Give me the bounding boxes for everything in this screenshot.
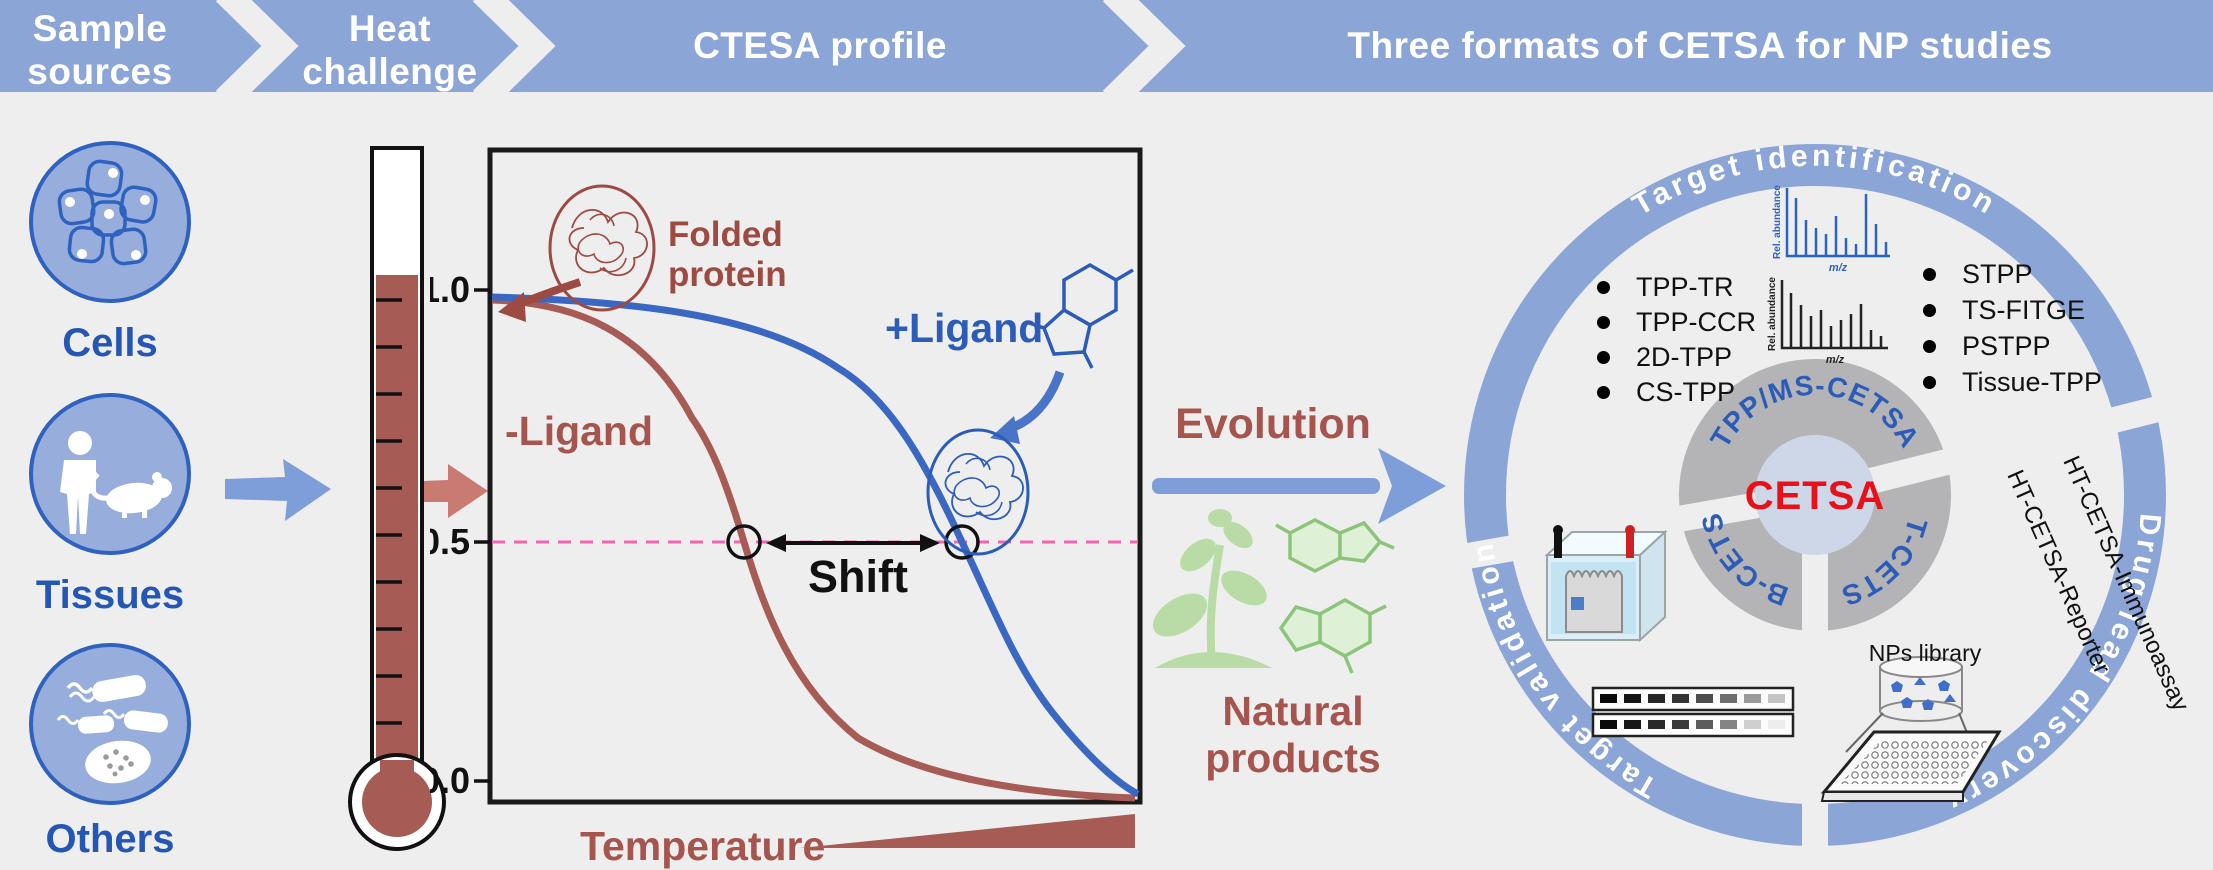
western-blot-strips-icon xyxy=(1591,686,1795,738)
folded-protein-label-line2: protein xyxy=(668,255,787,294)
list-item: TPP-CCR xyxy=(1597,305,1756,340)
banner-background xyxy=(0,0,2213,92)
y-tick-0.0: 0.0 xyxy=(430,760,470,801)
chevron-separator-icon xyxy=(472,0,556,92)
method-label: STPP xyxy=(1962,258,2033,289)
evolution-arrow-head xyxy=(1378,448,1446,524)
ligand-structure-icon xyxy=(1025,262,1134,369)
chevron-separator-icon xyxy=(1102,0,1186,92)
sample-sources-column: Cells Tissues xyxy=(29,141,191,861)
list-item: Tissue-TPP xyxy=(1923,364,2102,400)
y-axis-ticks xyxy=(474,288,490,783)
flow-arrow-blue-icon xyxy=(225,459,331,521)
evolution-label: Evolution xyxy=(1175,400,1371,448)
list-item: PSTPP xyxy=(1923,328,2102,364)
cetsa-center-label: CETSA xyxy=(1745,474,1886,518)
method-label: TPP-CCR xyxy=(1636,307,1756,337)
bullet-dot-icon xyxy=(1597,316,1610,329)
chart-frame xyxy=(487,147,1143,805)
natural-product-structure-icon xyxy=(1275,518,1395,573)
nps-library-cylinder-icon xyxy=(1845,656,1975,753)
method-label: 2D-TPP xyxy=(1636,342,1733,372)
flow-arrow-red-icon xyxy=(398,464,488,518)
thermometer-bulb-fill xyxy=(362,767,432,837)
natural-product-structure-icon xyxy=(1278,597,1387,674)
temperature-gradient-triangle-icon xyxy=(800,814,1135,848)
tissues-circle-icon xyxy=(29,393,191,555)
folded-protein-label-line1: Folded xyxy=(668,215,783,254)
tm-circle-plus-ligand xyxy=(944,524,980,560)
tissues-label: Tissues xyxy=(36,573,184,617)
cells-circle-icon xyxy=(29,141,191,303)
thermometer-icon xyxy=(348,146,446,851)
banner-step-three-formats: Three formats of CETSA for NP studies xyxy=(1347,25,2053,66)
method-label: TS-FITGE xyxy=(1962,294,2085,325)
tm-circle-minus-ligand xyxy=(726,524,762,560)
method-label: CS-TPP xyxy=(1636,377,1736,407)
melting-curve-chart: 1.0 0.5 0.0 Shift Folded protein -Ligand… xyxy=(430,147,1143,869)
list-item: TS-FITGE xyxy=(1923,292,2102,328)
method-label: PSTPP xyxy=(1962,330,2051,361)
western-blot-tank-icon xyxy=(1544,525,1668,643)
temperature-label: Temperature xyxy=(580,823,825,869)
mouse-icon xyxy=(89,472,172,518)
mass-spectrum-black-icon: Rel. abundance m/z xyxy=(1767,277,1888,366)
bullet-dot-icon xyxy=(1597,386,1610,399)
spectrum-xlabel-blue: m/z xyxy=(1829,262,1848,274)
bullet-dot-icon xyxy=(1923,267,1936,281)
method-label: TPP-TR xyxy=(1636,272,1734,302)
tpp-method-list-left: TPP-TR TPP-CCR 2D-TPP CS-TPP xyxy=(1597,270,1756,410)
plus-ligand-label: +Ligand xyxy=(885,305,1043,351)
bacteria-icon xyxy=(56,675,168,784)
banner-step-heat-challenge: Heat challenge xyxy=(302,8,478,92)
cetsa-formats-wheel: CETSA Target identification Target valid… xyxy=(1450,100,2166,853)
evolution-graphics xyxy=(1152,448,1446,674)
spectrum-ylabel-black: Rel. abundance xyxy=(1767,277,1778,351)
minus-ligand-label: -Ligand xyxy=(505,408,653,454)
nps-library-label: NPs library xyxy=(1868,640,1982,666)
thermometer-ticks xyxy=(376,298,402,725)
ligand-bound-protein-icon xyxy=(926,428,1030,556)
spectrum-xlabel-black: m/z xyxy=(1826,354,1845,366)
list-item: TPP-TR xyxy=(1597,270,1756,305)
bullet-dot-icon xyxy=(1597,351,1610,364)
microplate-icon xyxy=(1820,730,2002,802)
y-tick-0.5: 0.5 xyxy=(430,521,470,562)
banner-bar xyxy=(0,0,2213,92)
bullet-dot-icon xyxy=(1923,339,1936,353)
list-item: CS-TPP xyxy=(1597,375,1756,410)
tpp-method-list-right: STPP TS-FITGE PSTPP Tissue-TPP xyxy=(1923,256,2102,400)
y-tick-1.0: 1.0 xyxy=(430,269,470,310)
shift-label: Shift xyxy=(808,551,908,602)
chevron-separator-icon xyxy=(215,0,299,92)
banner-step-ctesa-profile: CTESA profile xyxy=(693,25,947,66)
evolution-arrow-shaft xyxy=(1152,478,1380,494)
spectrum-ylabel-blue: Rel. abundance xyxy=(1772,185,1783,259)
list-item: 2D-TPP xyxy=(1597,340,1756,375)
cells-cluster-icon xyxy=(57,159,158,266)
natural-products-label: Natural products xyxy=(1205,688,1381,782)
cells-label: Cells xyxy=(62,321,158,365)
banner-step-sample-sources: Sample sources xyxy=(27,8,173,92)
cell-nuclei-dots xyxy=(65,168,150,260)
list-item: STPP xyxy=(1923,256,2102,292)
bullet-dot-icon xyxy=(1597,281,1610,294)
folded-protein-icon xyxy=(548,184,656,312)
method-label: Tissue-TPP xyxy=(1962,366,2103,397)
mass-spectrum-blue-icon: Rel. abundance m/z xyxy=(1772,185,1890,274)
wheel-center-circle xyxy=(1755,435,1875,555)
human-icon xyxy=(60,431,96,534)
others-label: Others xyxy=(46,817,175,861)
plant-icon xyxy=(1153,509,1272,668)
bullet-dot-icon xyxy=(1923,303,1936,317)
thermometer-mercury xyxy=(376,275,418,785)
plus-ligand-curve xyxy=(491,293,1140,798)
bullet-dot-icon xyxy=(1923,375,1936,389)
minus-ligand-curve xyxy=(491,296,1136,802)
